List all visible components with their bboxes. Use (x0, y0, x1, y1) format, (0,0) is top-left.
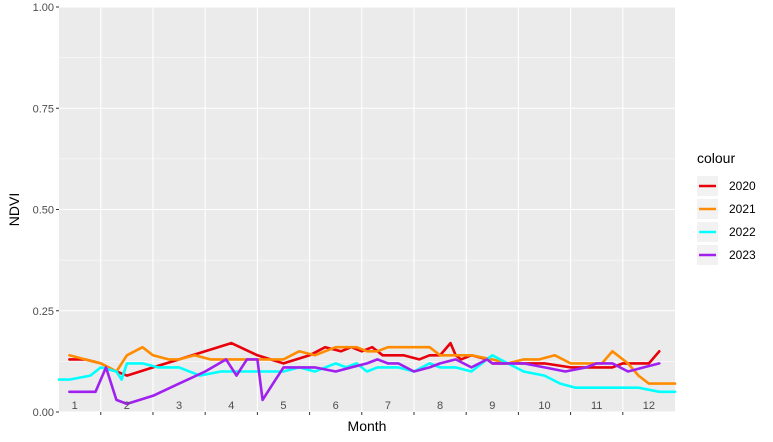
y-tick-label: 0.75 (33, 103, 54, 115)
minor-gridlines (59, 57, 675, 362)
x-tick-label: 1 (72, 400, 78, 412)
major-gridlines (59, 6, 675, 413)
x-tick-label: 2 (124, 400, 130, 412)
y-tick-label: 1.00 (33, 2, 54, 14)
x-tick-label: 7 (385, 400, 391, 412)
legend-title: colour (697, 150, 735, 166)
y-tick-label: 0.25 (33, 306, 54, 318)
x-axis: 1 2 3 4 5 6 7 8 9 10 11 12 (72, 400, 655, 415)
legend-label-2021: 2021 (729, 202, 756, 216)
series-line-2023 (68, 358, 661, 406)
x-axis-title: Month (348, 418, 387, 434)
y-axis-title: NDVI (6, 193, 22, 226)
x-tick-label: 10 (538, 400, 550, 412)
x-tick-label: 3 (176, 400, 182, 412)
series-lines (57, 341, 677, 406)
x-tick-label: 4 (228, 400, 234, 412)
legend-label-2020: 2020 (729, 179, 756, 193)
y-axis: 0.00 0.25 0.50 0.75 1.00 (33, 2, 59, 419)
legend-label-2023: 2023 (729, 248, 756, 262)
x-tick-label: 9 (489, 400, 495, 412)
x-tick-label: 8 (437, 400, 443, 412)
x-tick-label: 5 (280, 400, 286, 412)
x-tick-label: 12 (643, 400, 655, 412)
legend: colour 2020 2021 2022 2023 (697, 150, 756, 265)
y-tick-label: 0.00 (33, 407, 54, 419)
y-tick-label: 0.50 (33, 205, 54, 217)
legend-label-2022: 2022 (729, 225, 756, 239)
series-line-2022 (57, 353, 677, 394)
x-tick-label: 11 (591, 400, 602, 412)
x-tick-label: 6 (333, 400, 339, 412)
series-line-2021 (68, 345, 677, 385)
